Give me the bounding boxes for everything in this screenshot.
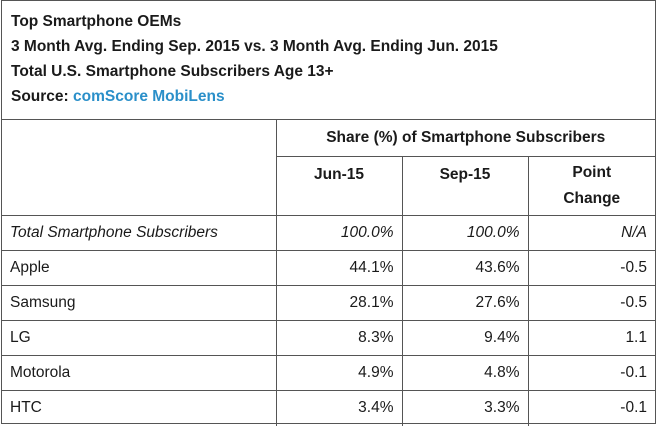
sep-value: 43.6% [401,250,529,286]
col-header-jun: Jun-15 [275,156,403,216]
oem-label: Motorola [2,355,277,391]
report-title: Top Smartphone OEMs [11,13,182,30]
table-row: LG 8.3% 9.4% 1.1 [2,320,655,356]
report-header: Top Smartphone OEMs 3 Month Avg. Ending … [2,1,655,119]
group-header-cell: Share (%) of Smartphone Subscribers [275,119,655,157]
change-value: -0.5 [527,250,655,286]
total-label: Total Smartphone Subscribers [2,215,277,251]
sep-value: 4.8% [401,355,529,391]
jun-value: 28.1% [275,285,403,321]
change-value: -0.1 [527,390,655,426]
table-row: Apple 44.1% 43.6% -0.5 [2,250,655,286]
report-source: Source: comScore MobiLens [11,84,655,109]
table-row: Samsung 28.1% 27.6% -0.5 [2,285,655,321]
source-label: Source: [11,88,74,105]
col-header-sep: Sep-15 [401,156,529,216]
sep-value: 27.6% [401,285,529,321]
source-link[interactable]: comScore MobiLens [73,88,225,105]
jun-value: 44.1% [275,250,403,286]
jun-value: 8.3% [275,320,403,356]
sep-value: 3.3% [401,390,529,426]
sep-value: 9.4% [401,320,529,356]
col-header-change-line1: Point [572,164,612,181]
table-row: HTC 3.4% 3.3% -0.1 [2,390,655,426]
oem-label: Apple [2,250,277,286]
oem-label: LG [2,320,277,356]
col-header-change-line2: Change [563,190,621,207]
report-period: 3 Month Avg. Ending Sep. 2015 vs. 3 Mont… [11,38,498,55]
total-sep: 100.0% [401,215,529,251]
change-value: 1.1 [527,320,655,356]
group-header-row: Share (%) of Smartphone Subscribers [2,119,655,216]
total-jun: 100.0% [275,215,403,251]
total-row: Total Smartphone Subscribers 100.0% 100.… [2,215,655,251]
oem-label: Samsung [2,285,277,321]
col-header-change: Point Change [527,156,655,216]
jun-value: 4.9% [275,355,403,391]
jun-value: 3.4% [275,390,403,426]
change-value: -0.1 [527,355,655,391]
oem-label: HTC [2,390,277,426]
empty-header-cell [2,119,277,216]
share-table: Share (%) of Smartphone Subscribers Jun-… [2,119,655,426]
report-population: Total U.S. Smartphone Subscribers Age 13… [11,63,334,80]
total-change: N/A [527,215,655,251]
change-value: -0.5 [527,285,655,321]
table-row: Motorola 4.9% 4.8% -0.1 [2,355,655,391]
